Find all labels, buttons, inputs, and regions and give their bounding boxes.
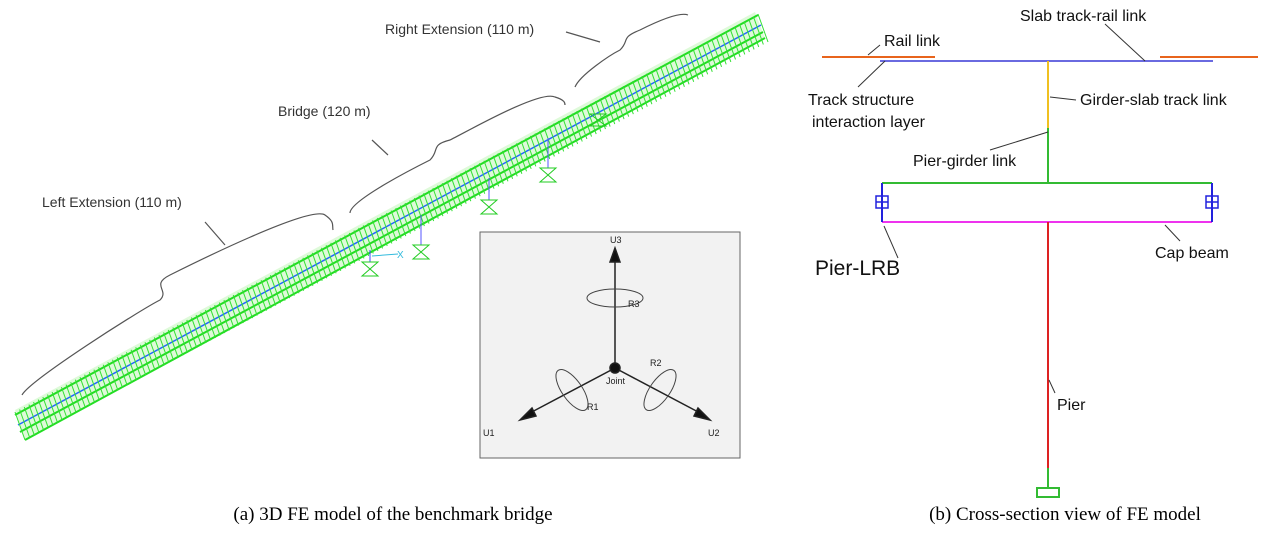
label: U3 (610, 235, 622, 245)
label: Bridge (120 m) (278, 103, 371, 119)
label: Right Extension (110 m) (385, 21, 534, 37)
label: U2 (708, 428, 720, 438)
label: Slab track-rail link (1020, 8, 1147, 25)
label: Pier-girder link (913, 153, 1017, 170)
label: Rail link (884, 33, 941, 50)
label: R2 (650, 358, 662, 368)
label: R3 (628, 299, 640, 309)
label: Cap beam (1155, 245, 1229, 262)
label: Left Extension (110 m) (42, 194, 182, 210)
label: Pier (1057, 397, 1086, 414)
label: interaction layer (812, 114, 926, 131)
label: Track structure (808, 92, 914, 109)
leaders (858, 24, 1180, 393)
inset: U3 U1 U2 R3 R2 R1 Joint (480, 232, 740, 458)
figure: Right Extension (110 m) Bridge (120 m) L… (0, 0, 1270, 536)
caption: (b) Cross-section view of FE model (929, 504, 1201, 525)
label: U1 (483, 428, 495, 438)
label: R1 (587, 402, 599, 412)
label: Pier-LRB (815, 257, 900, 280)
label: Girder-slab track link (1080, 92, 1228, 109)
caption: (a) 3D FE model of the benchmark bridge (233, 504, 552, 525)
axis-label: X (397, 250, 404, 261)
label: Joint (606, 376, 626, 386)
